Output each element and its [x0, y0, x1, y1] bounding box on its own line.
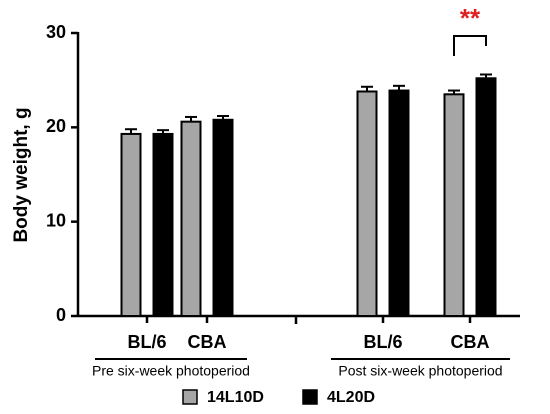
- bar: [120, 132, 142, 317]
- bar: [356, 90, 378, 317]
- bar: [388, 89, 410, 317]
- legend-label: 4L20D: [327, 389, 375, 406]
- y-tick-label: 30: [46, 22, 66, 42]
- x-tick-label: BL/6: [127, 332, 166, 352]
- legend-label: 14L10D: [207, 389, 264, 406]
- y-tick-label: 10: [46, 210, 66, 230]
- group-label: Post six-week photoperiod: [338, 363, 502, 379]
- significance-bracket: [453, 35, 487, 56]
- group-label: Pre six-week photoperiod: [92, 363, 250, 379]
- bar: [152, 132, 174, 317]
- y-axis-label: Body weight, g: [11, 107, 32, 242]
- x-tick-label: BL/6: [363, 332, 402, 352]
- y-tick-label: 0: [56, 305, 66, 325]
- x-tick-label: CBA: [451, 332, 490, 352]
- bar: [212, 118, 234, 317]
- significance-label: **: [460, 3, 481, 33]
- y-tick-label: 20: [46, 116, 66, 136]
- bar: [475, 77, 497, 317]
- bar: [180, 120, 202, 317]
- legend-swatch: [302, 389, 318, 405]
- x-tick-label: CBA: [188, 332, 227, 352]
- bar: [443, 93, 465, 317]
- legend-swatch: [182, 389, 198, 405]
